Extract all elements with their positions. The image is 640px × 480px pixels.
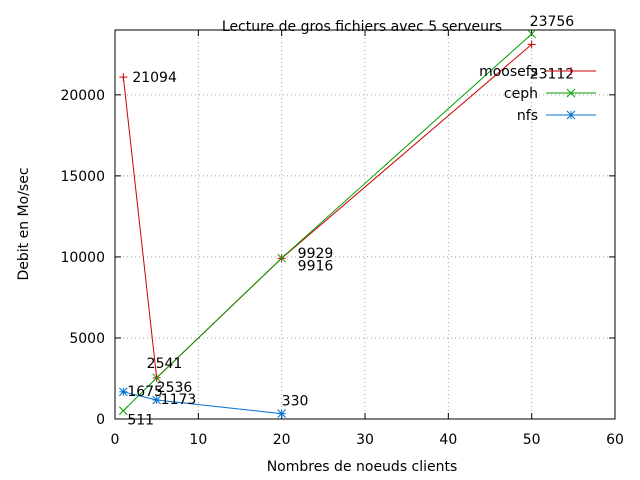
series bbox=[118, 29, 537, 419]
x-tick-label: 60 bbox=[606, 432, 624, 448]
data-point-moosefs bbox=[527, 40, 536, 49]
data-point-nfs bbox=[277, 409, 287, 419]
legend-label-moosefs: moosefs bbox=[479, 64, 538, 80]
series-line-ceph bbox=[122, 33, 533, 412]
data-point-ceph bbox=[118, 406, 128, 416]
data-label-moosefs: 23112 bbox=[530, 66, 575, 82]
data-label-ceph: 2541 bbox=[147, 356, 183, 372]
y-tick-label: 5000 bbox=[69, 331, 105, 347]
y-tick-label: 20000 bbox=[60, 88, 105, 104]
legend-label-nfs: nfs bbox=[517, 108, 538, 124]
data-labels: 21094 2536 9916 23112 511 2541 9929 23756 167511… bbox=[127, 14, 574, 429]
data-point-nfs bbox=[118, 387, 128, 397]
x-tick-label: 50 bbox=[523, 432, 541, 448]
data-point-ceph bbox=[152, 373, 162, 383]
x-axis-label: Nombres de noeuds clients bbox=[267, 459, 458, 475]
x-tick-label: 30 bbox=[356, 432, 374, 448]
axis-ticks: 0 10 20 30 40 50 60 0 5000 10000 15000 20000 bbox=[60, 30, 624, 448]
data-label-ceph: 23756 bbox=[530, 14, 575, 30]
data-point-nfs bbox=[152, 395, 162, 405]
x-tick-label: 0 bbox=[111, 432, 120, 448]
legend-marker-nfs bbox=[566, 110, 576, 120]
data-point-ceph bbox=[527, 29, 537, 39]
y-tick-label: 10000 bbox=[60, 250, 105, 266]
legend-marker-moosefs bbox=[567, 67, 575, 75]
data-label-nfs: 1675 bbox=[127, 384, 163, 400]
legend-label-ceph: ceph bbox=[504, 86, 538, 102]
y-tick-label: 15000 bbox=[60, 169, 105, 185]
data-point-ceph bbox=[277, 253, 287, 263]
x-tick-label: 20 bbox=[273, 432, 291, 448]
data-label-ceph: 9929 bbox=[298, 246, 334, 262]
data-label-moosefs: 9916 bbox=[298, 258, 334, 274]
legend: moosefs ceph nfs bbox=[479, 64, 596, 124]
plot-frame bbox=[114, 29, 616, 420]
x-tick-label: 40 bbox=[439, 432, 457, 448]
y-axis-label: Debit en Mo/sec bbox=[16, 167, 32, 280]
y-tick-label: 0 bbox=[96, 412, 105, 428]
data-label-nfs: 330 bbox=[282, 394, 309, 410]
chart-title: Lecture de gros fichiers avec 5 serveurs bbox=[222, 19, 502, 35]
data-label-moosefs: 21094 bbox=[132, 70, 177, 86]
data-label-nfs: 1173 bbox=[161, 392, 197, 408]
x-tick-label: 10 bbox=[189, 432, 207, 448]
data-label-moosefs: 2536 bbox=[157, 380, 193, 396]
legend-marker-ceph bbox=[566, 88, 576, 98]
data-label-ceph: 511 bbox=[127, 413, 154, 429]
data-point-moosefs bbox=[119, 73, 128, 82]
grid bbox=[115, 30, 615, 419]
